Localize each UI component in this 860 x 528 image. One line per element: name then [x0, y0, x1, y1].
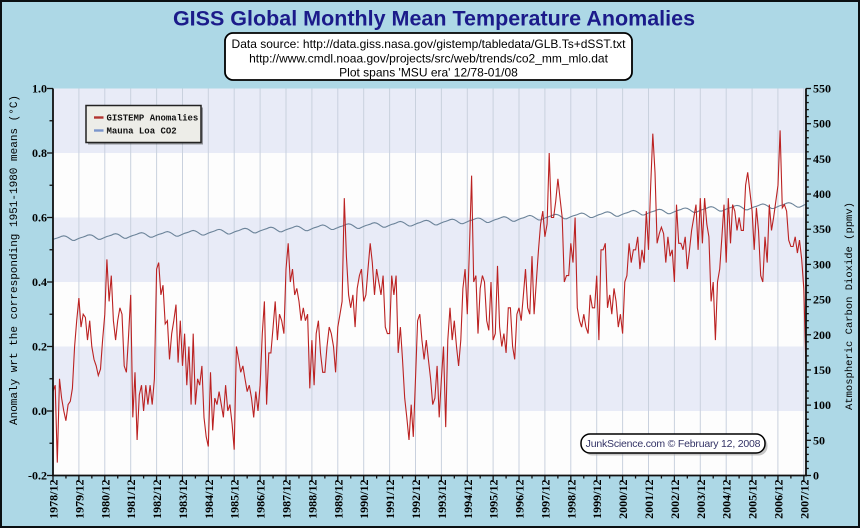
svg-text:400: 400 — [813, 187, 831, 201]
svg-text:350: 350 — [813, 222, 831, 236]
svg-text:1984/12: 1984/12 — [202, 480, 216, 519]
svg-text:1991/12: 1991/12 — [383, 480, 397, 519]
svg-text:1994/12: 1994/12 — [461, 480, 475, 519]
svg-text:2002/12: 2002/12 — [668, 480, 682, 519]
svg-text:JunkScience.com © February 12,: JunkScience.com © February 12, 2008 — [586, 438, 761, 450]
svg-text:0.4: 0.4 — [32, 275, 47, 289]
svg-text:1983/12: 1983/12 — [176, 480, 190, 519]
svg-text:1997/12: 1997/12 — [538, 480, 552, 519]
svg-text:http://www.cmdl.noaa.gov/proje: http://www.cmdl.noaa.gov/projects/src/we… — [249, 52, 608, 66]
svg-text:1982/12: 1982/12 — [150, 480, 164, 519]
svg-text:1992/12: 1992/12 — [409, 480, 423, 519]
svg-text:50: 50 — [813, 433, 825, 447]
svg-text:250: 250 — [813, 293, 831, 307]
svg-text:150: 150 — [813, 363, 831, 377]
svg-text:2006/12: 2006/12 — [771, 480, 785, 519]
svg-text:1980/12: 1980/12 — [98, 480, 112, 519]
svg-text:1978/12: 1978/12 — [47, 480, 61, 519]
svg-text:2007/12: 2007/12 — [797, 480, 811, 519]
svg-text:0: 0 — [813, 469, 819, 483]
svg-text:450: 450 — [813, 152, 831, 166]
svg-text:1986/12: 1986/12 — [254, 480, 268, 519]
svg-text:1988/12: 1988/12 — [305, 480, 319, 519]
svg-text:2005/12: 2005/12 — [746, 480, 760, 519]
svg-text:GISTEMP Anomalies: GISTEMP Anomalies — [107, 114, 199, 124]
svg-text:1993/12: 1993/12 — [435, 480, 449, 519]
svg-text:0.0: 0.0 — [32, 404, 47, 418]
svg-text:2003/12: 2003/12 — [694, 480, 708, 519]
svg-text:1989/12: 1989/12 — [331, 480, 345, 519]
svg-text:Data source: http://data.giss.: Data source: http://data.giss.nasa.gov/g… — [232, 37, 627, 51]
svg-text:100: 100 — [813, 398, 831, 412]
svg-text:500: 500 — [813, 117, 831, 131]
svg-text:GISS Global Monthly Mean Tempe: GISS Global Monthly Mean Temperature Ano… — [173, 7, 695, 31]
svg-text:-0.2: -0.2 — [28, 469, 47, 483]
svg-text:0.6: 0.6 — [32, 211, 47, 225]
svg-text:Atmospheric Carbon Dioxide (pp: Atmospheric Carbon Dioxide (ppmv) — [844, 202, 856, 410]
svg-text:1981/12: 1981/12 — [124, 480, 138, 519]
svg-text:0.2: 0.2 — [32, 340, 47, 354]
svg-text:Plot spans 'MSU era' 12/78-01/: Plot spans 'MSU era' 12/78-01/08 — [339, 66, 518, 80]
svg-text:1999/12: 1999/12 — [590, 480, 604, 519]
svg-text:1987/12: 1987/12 — [280, 480, 294, 519]
svg-text:2000/12: 2000/12 — [616, 480, 630, 519]
svg-text:300: 300 — [813, 257, 831, 271]
svg-text:1.0: 1.0 — [32, 82, 47, 96]
svg-text:1985/12: 1985/12 — [228, 480, 242, 519]
svg-text:1979/12: 1979/12 — [72, 480, 86, 519]
svg-text:Mauna Loa CO2: Mauna Loa CO2 — [107, 127, 177, 137]
svg-text:0.8: 0.8 — [32, 146, 47, 160]
svg-text:1995/12: 1995/12 — [487, 479, 501, 518]
svg-text:1990/12: 1990/12 — [357, 480, 371, 519]
svg-text:1996/12: 1996/12 — [513, 480, 527, 519]
svg-text:2004/12: 2004/12 — [720, 480, 734, 519]
svg-text:Anomaly wrt the corresponding: Anomaly wrt the corresponding 1951-1980 … — [9, 95, 21, 425]
svg-text:1998/12: 1998/12 — [564, 480, 578, 519]
svg-text:550: 550 — [813, 82, 831, 96]
svg-text:200: 200 — [813, 328, 831, 342]
svg-text:2001/12: 2001/12 — [642, 480, 656, 519]
